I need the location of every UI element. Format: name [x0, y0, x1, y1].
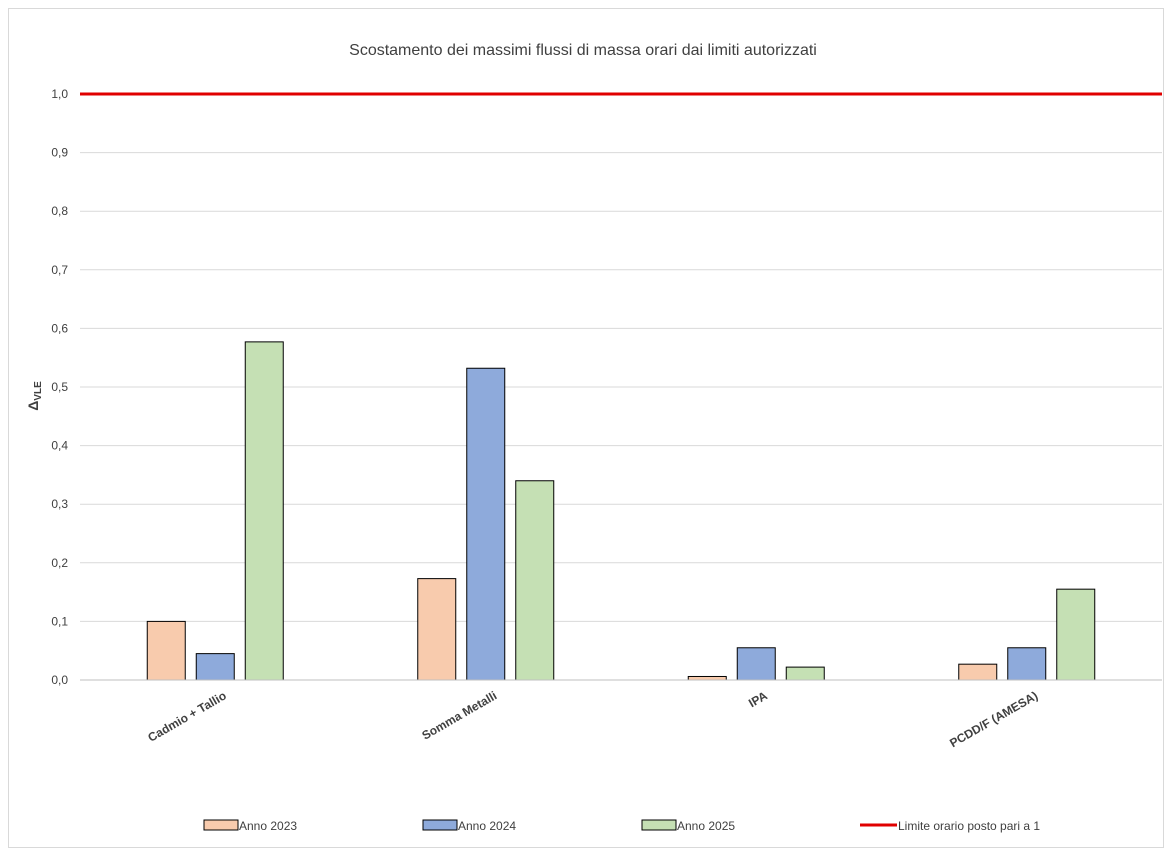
bar	[736, 647, 776, 681]
bar	[785, 666, 825, 681]
bar	[466, 367, 506, 681]
legend-swatch	[203, 819, 239, 831]
y-axis-ticks: 0,0 0,1 0,2 0,3 0,4 0,5 0,6 0,7 0,8 0,9 1,0	[51, 87, 68, 687]
legend-label: Anno 2024	[458, 819, 516, 833]
y-tick-label: 0,5	[51, 380, 68, 394]
y-tick-label: 1,0	[51, 87, 68, 101]
bar	[146, 620, 186, 681]
y-tick-label: 0,9	[51, 146, 68, 160]
legend-label: Anno 2023	[239, 819, 297, 833]
bar	[958, 663, 998, 681]
chart-frame	[8, 8, 1164, 848]
y-tick-label: 0,1	[51, 614, 68, 628]
y-tick-label: 0,3	[51, 497, 68, 511]
bars	[146, 341, 1096, 681]
bar	[687, 675, 727, 681]
y-tick-label: 0,7	[51, 263, 68, 277]
bar	[417, 578, 457, 681]
y-axis-label-main: Δ	[25, 401, 41, 411]
category-label: PCDD/F (AMESA)	[947, 688, 1040, 750]
bar	[1007, 647, 1047, 681]
category-label: Somma Metalli	[419, 688, 499, 742]
legend-label: Anno 2025	[677, 819, 735, 833]
chart-title: Scostamento dei massimi flussi di massa …	[349, 42, 817, 59]
y-tick-label: 0,6	[51, 321, 68, 335]
y-tick-label: 0,0	[51, 673, 68, 687]
legend: Anno 2023 Anno 2024 Anno 2025 Limite orario…	[203, 819, 1040, 833]
bar	[515, 480, 555, 681]
y-tick-label: 0,4	[51, 439, 68, 453]
gridlines	[80, 93, 1162, 622]
bar	[1056, 588, 1096, 681]
y-tick-label: 0,8	[51, 204, 68, 218]
legend-swatch	[422, 819, 458, 831]
category-labels: Cadmio + Tallio Somma Metalli IPA PCDD/F (A…	[145, 688, 1040, 750]
y-axis-label-sub: VLE	[33, 381, 44, 401]
y-axis-label: ΔVLE	[25, 381, 44, 411]
bar	[244, 341, 284, 681]
legend-label: Limite orario posto pari a 1	[898, 819, 1040, 833]
bar	[195, 653, 235, 681]
category-label: Cadmio + Tallio	[145, 688, 228, 744]
y-tick-label: 0,2	[51, 556, 68, 570]
legend-swatch	[641, 819, 677, 831]
category-label: IPA	[746, 688, 770, 710]
